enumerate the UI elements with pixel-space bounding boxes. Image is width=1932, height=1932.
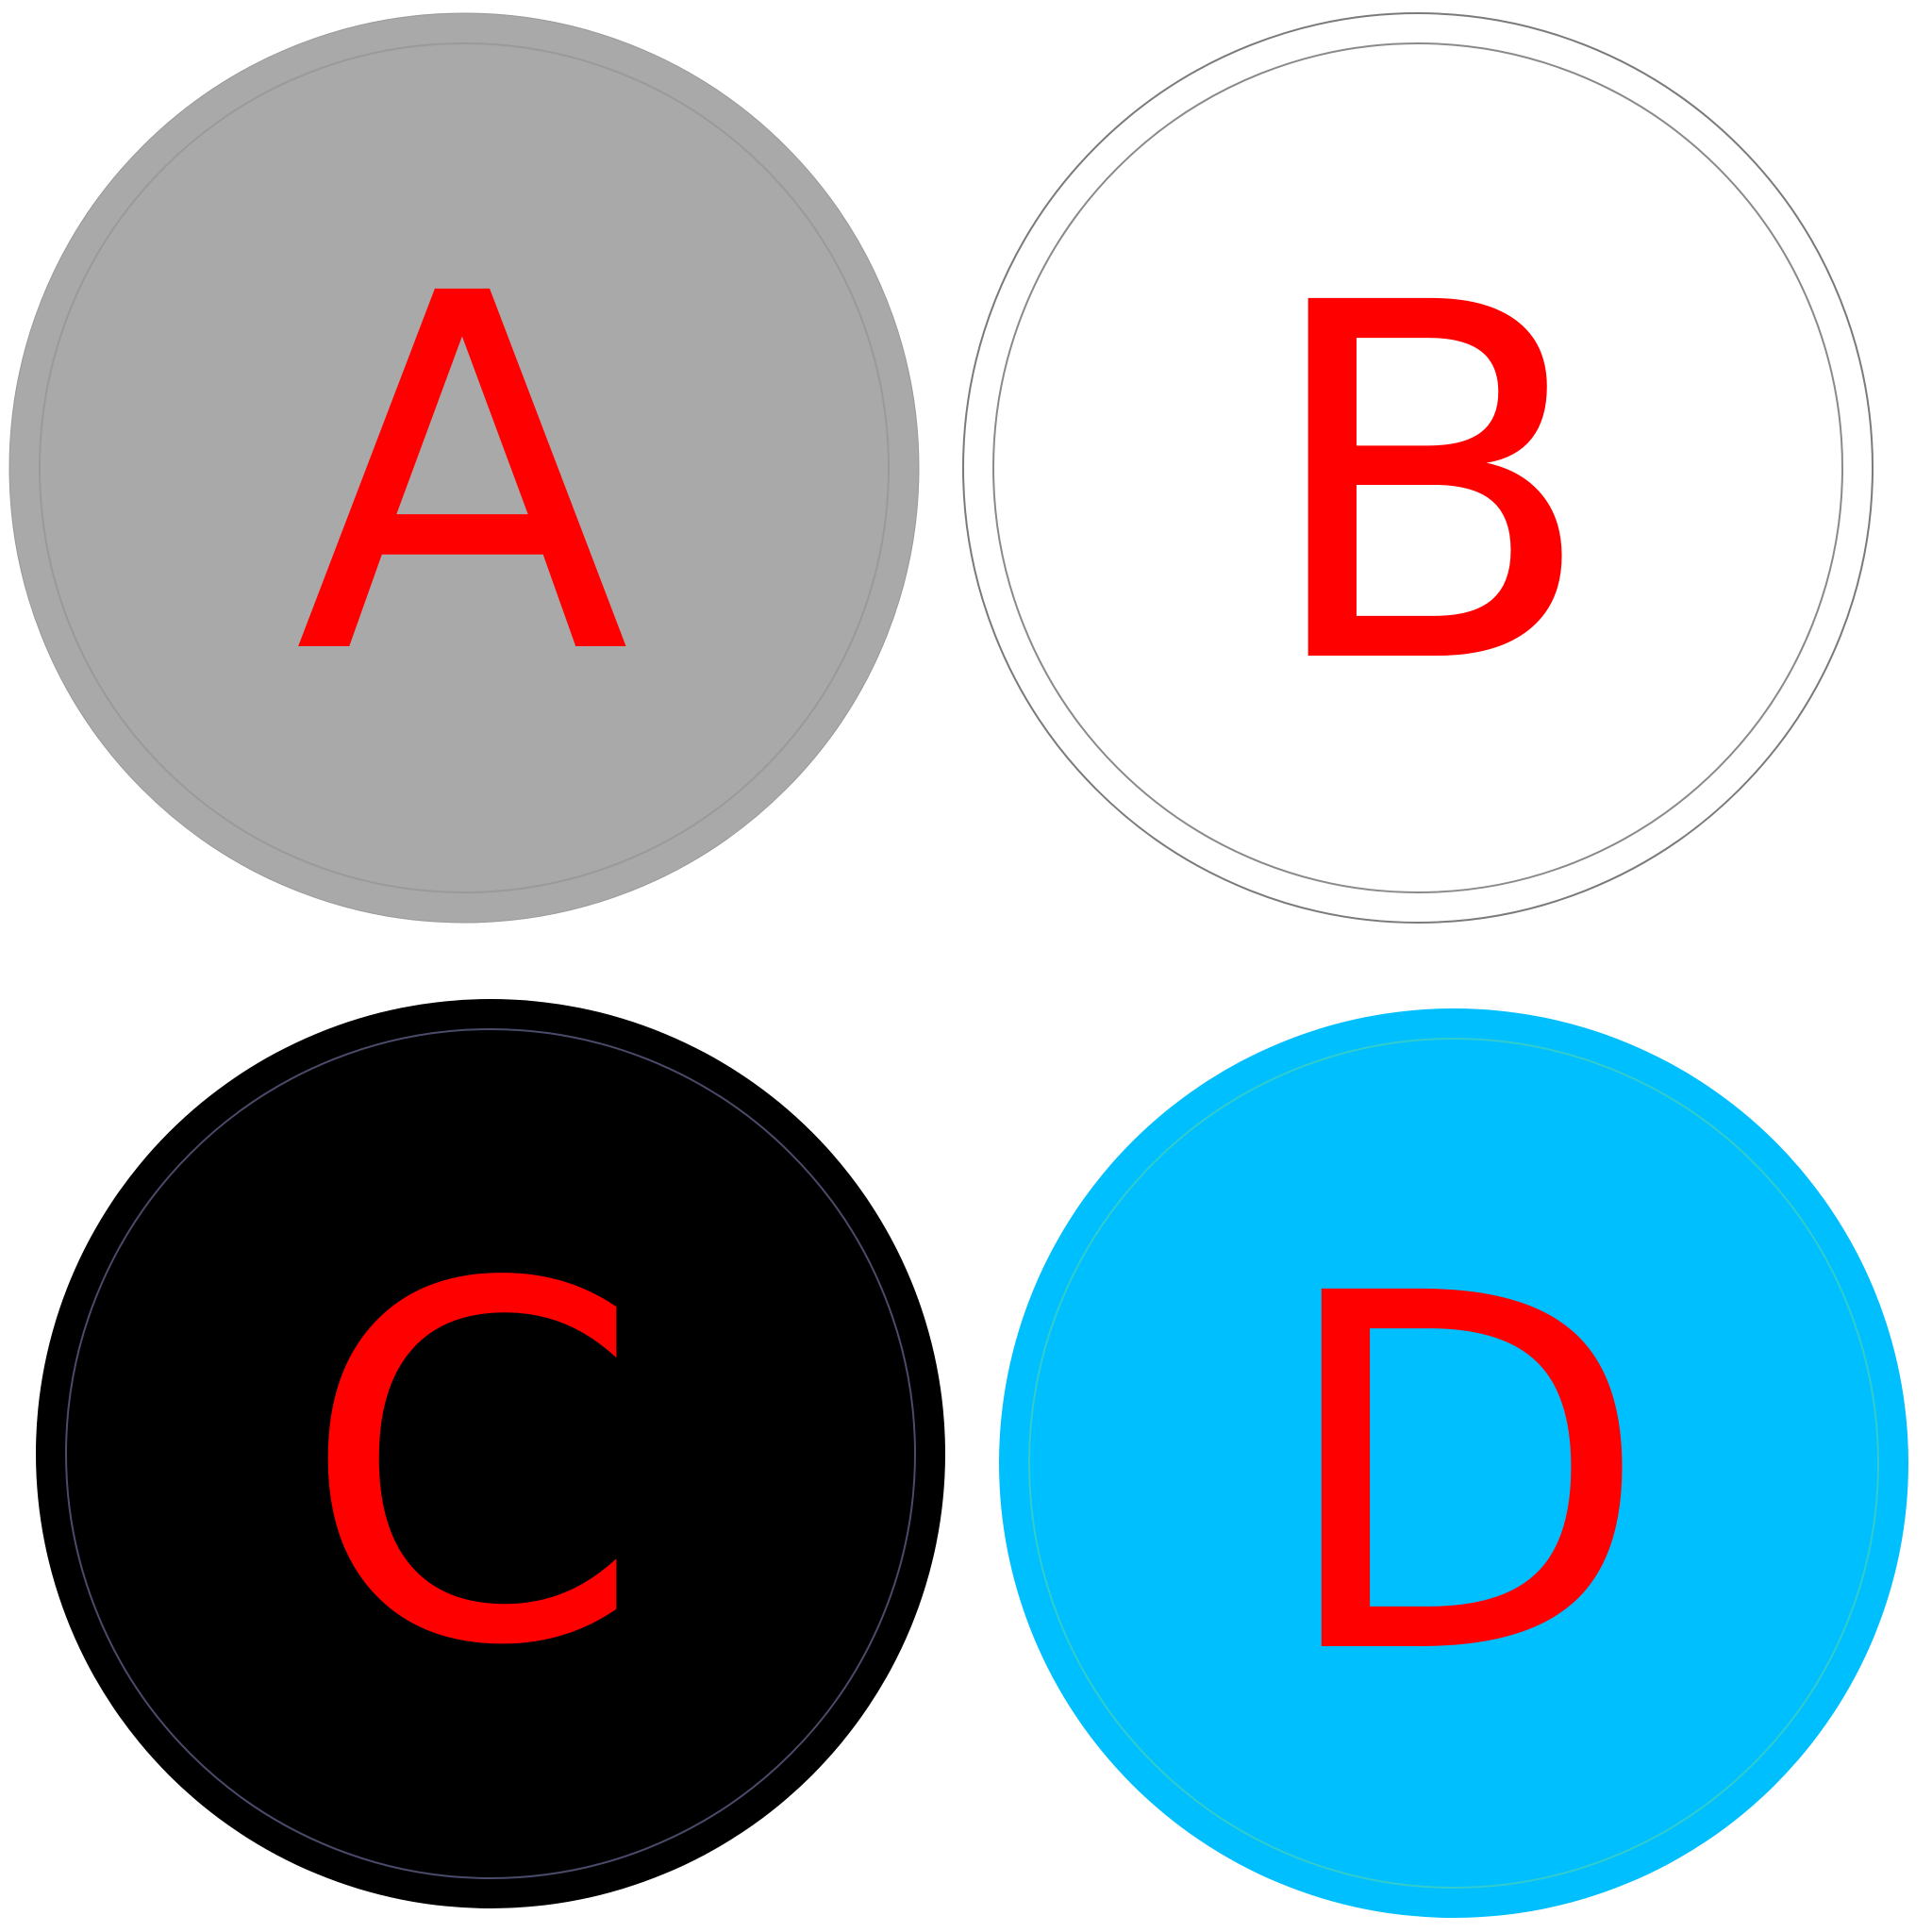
choice-d[interactable]: D — [999, 1008, 1908, 1918]
choice-a-inner-ring — [39, 42, 890, 893]
choice-d-disc — [999, 1008, 1908, 1918]
choice-a[interactable]: A — [8, 12, 920, 924]
choice-a-disc — [8, 12, 920, 924]
choice-b-label: B — [1260, 200, 1597, 772]
choice-c[interactable]: C — [36, 999, 945, 1908]
choice-d-label: D — [1274, 1191, 1651, 1762]
choice-c-disc — [36, 999, 945, 1908]
choice-b-disc — [962, 12, 1874, 924]
choice-b[interactable]: B — [962, 12, 1874, 924]
choice-b-inner-ring — [992, 42, 1843, 893]
choice-c-inner-ring — [65, 1028, 916, 1879]
choice-c-label: C — [300, 1181, 642, 1753]
choice-d-inner-ring — [1028, 1038, 1879, 1889]
choice-a-label: A — [294, 191, 632, 762]
